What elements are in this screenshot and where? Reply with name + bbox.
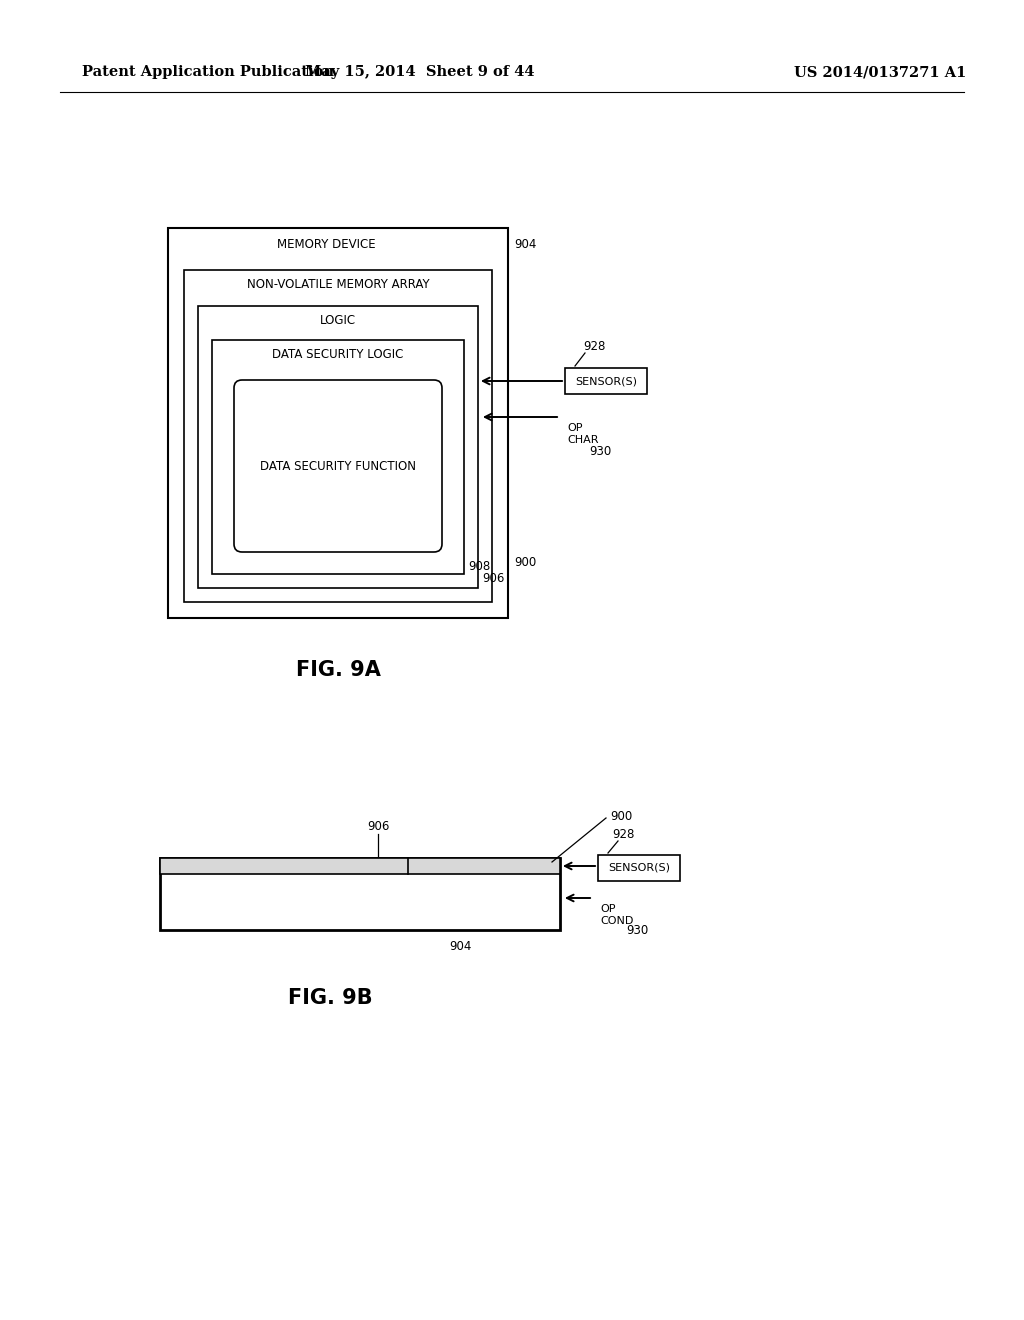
Text: MEMORY DEVICE: MEMORY DEVICE [276, 238, 376, 251]
Text: 900: 900 [514, 557, 537, 569]
Text: 928: 928 [612, 829, 635, 842]
Text: DATA SECURITY FUNCTION: DATA SECURITY FUNCTION [260, 459, 416, 473]
Bar [565, 368, 647, 393]
Text: NON-VOLATILE MEMORY ARRAY: NON-VOLATILE MEMORY ARRAY [247, 279, 429, 292]
Bar [160, 858, 560, 931]
Bar [160, 858, 560, 874]
Text: LOGIC: LOGIC [319, 314, 356, 326]
Bar [198, 306, 478, 587]
Bar [598, 855, 680, 880]
Text: 904: 904 [449, 940, 471, 953]
Text: OP
COND: OP COND [600, 904, 634, 925]
Bar [212, 341, 464, 574]
Text: 904: 904 [514, 238, 537, 251]
Text: Patent Application Publication: Patent Application Publication [82, 65, 334, 79]
Text: 928: 928 [583, 339, 605, 352]
Text: FIG. 9B: FIG. 9B [288, 987, 373, 1008]
Text: US 2014/0137271 A1: US 2014/0137271 A1 [794, 65, 967, 79]
Text: 908: 908 [468, 560, 490, 573]
Text: OP
CHAR: OP CHAR [567, 422, 598, 445]
Text: 906: 906 [482, 572, 505, 585]
Text: SENSOR(S): SENSOR(S) [575, 376, 637, 385]
Text: FIG. 9A: FIG. 9A [296, 660, 381, 680]
Text: 906: 906 [367, 820, 389, 833]
Bar [168, 228, 508, 618]
Text: 900: 900 [610, 809, 632, 822]
Bar [184, 271, 492, 602]
Text: DATA SECURITY LOGIC: DATA SECURITY LOGIC [272, 348, 403, 362]
Text: 930: 930 [626, 924, 648, 937]
Text: 930: 930 [589, 445, 611, 458]
Text: SENSOR(S): SENSOR(S) [608, 863, 670, 873]
FancyBboxPatch shape [234, 380, 442, 552]
Text: May 15, 2014  Sheet 9 of 44: May 15, 2014 Sheet 9 of 44 [305, 65, 535, 79]
